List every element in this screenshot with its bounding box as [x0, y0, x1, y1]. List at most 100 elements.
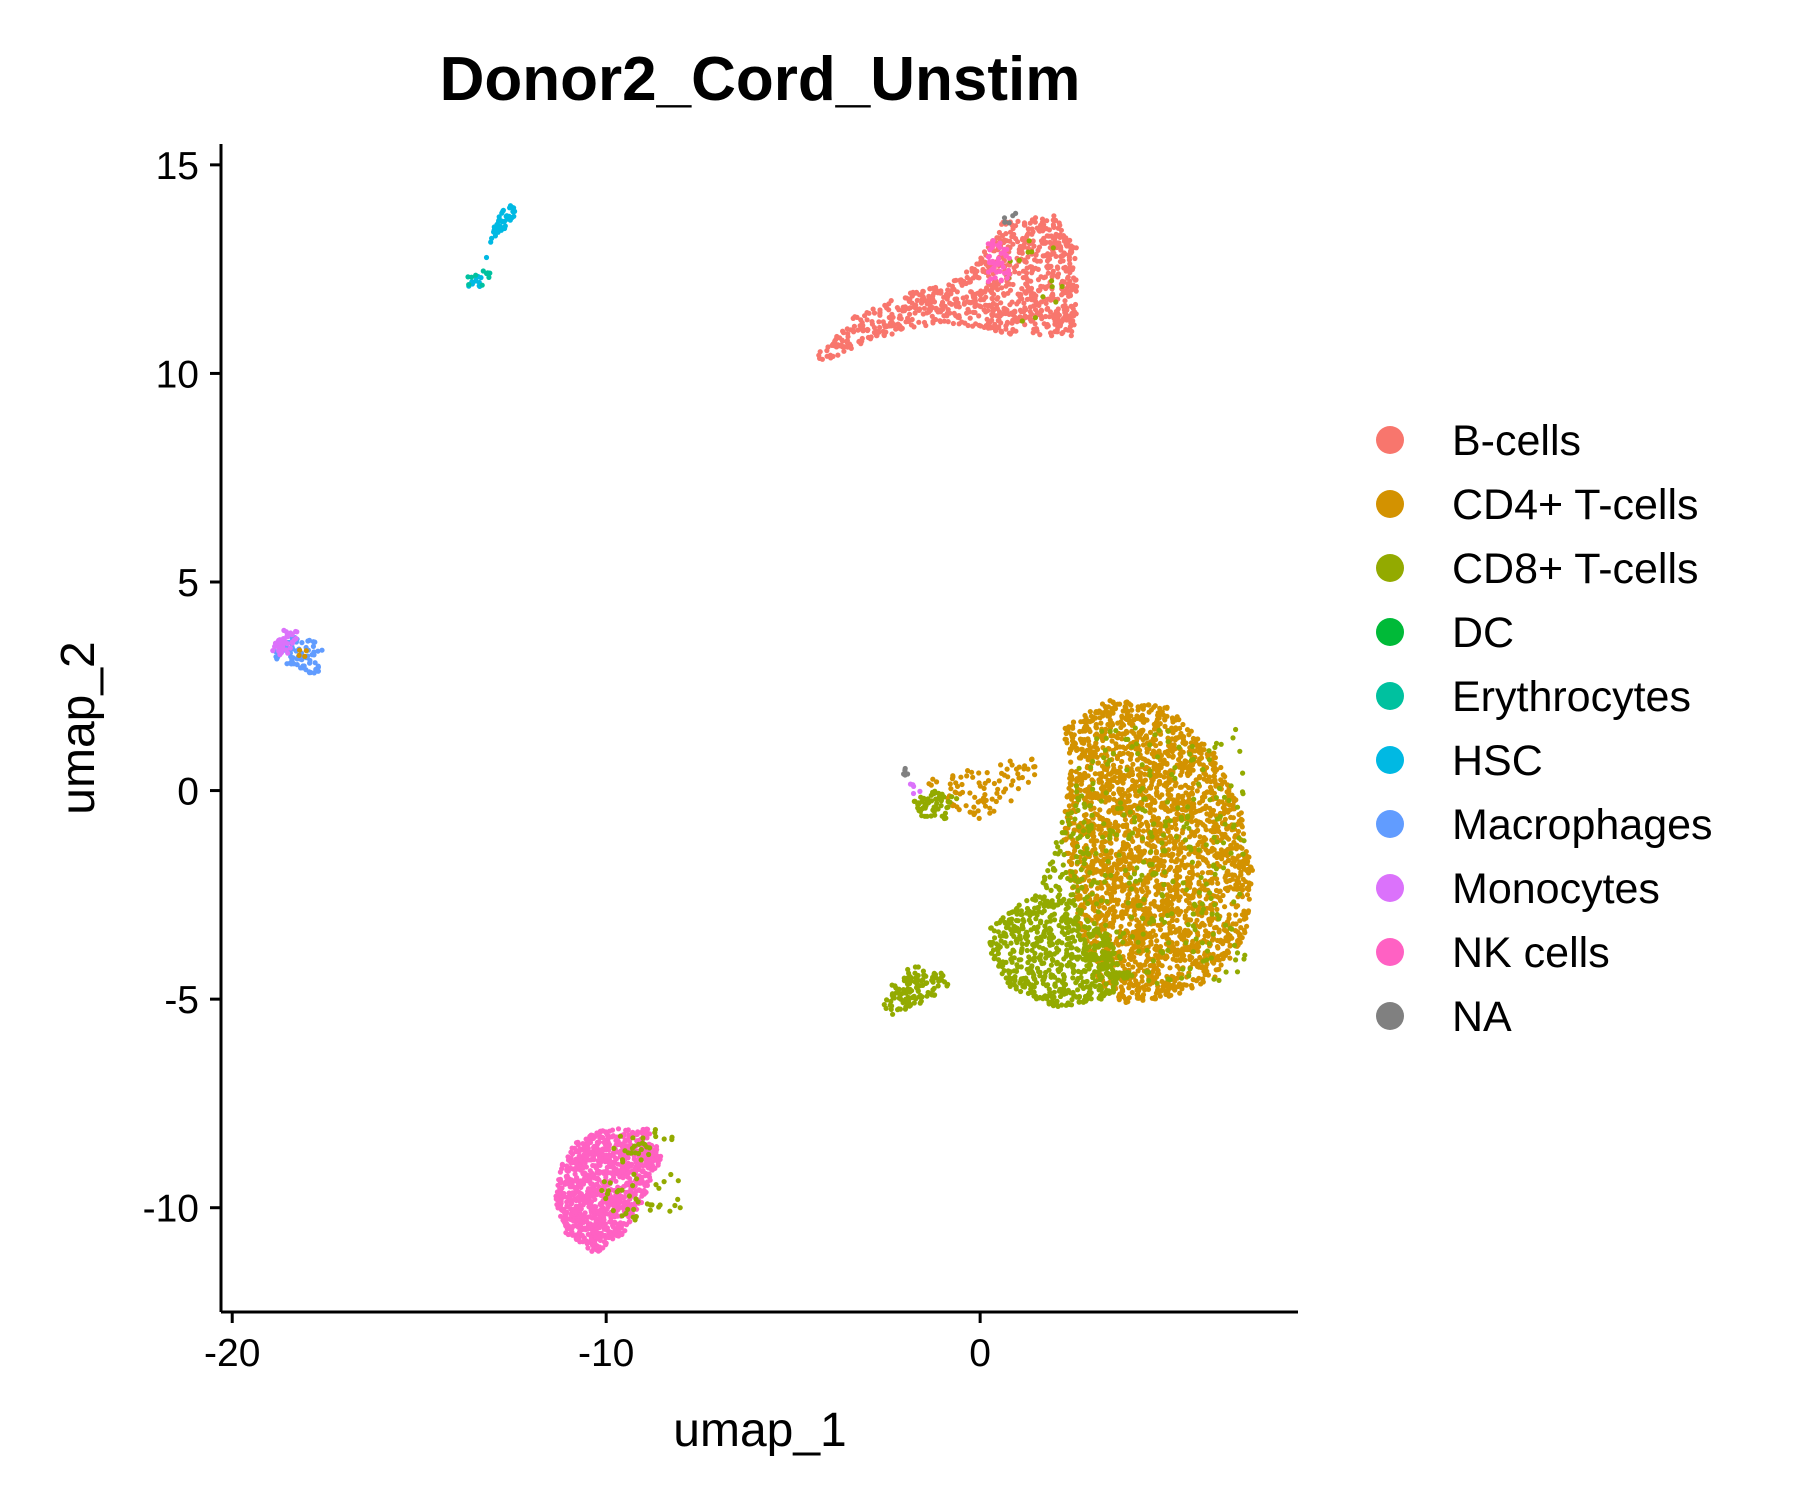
- point-nk-cells: [986, 253, 993, 259]
- point-b-cells: [1007, 287, 1014, 293]
- point-cd4-t-cells: [1205, 850, 1211, 856]
- point-hsc: [495, 225, 501, 231]
- point-cd8-t-cells: [1087, 991, 1093, 998]
- point-cd4-t-cells: [1238, 925, 1244, 931]
- point-na: [1001, 215, 1008, 221]
- point-cd4-t-cells: [1144, 822, 1150, 828]
- point-cd8-t-cells: [1084, 978, 1090, 985]
- point-b-cells: [1058, 227, 1064, 233]
- point-cd8-t-cells: [1136, 948, 1142, 954]
- point-cd8-t-cells: [1034, 905, 1040, 911]
- point-cd4-t-cells: [969, 769, 975, 775]
- point-cd4-t-cells: [1128, 702, 1134, 708]
- point-cd8-t-cells: [1114, 962, 1121, 968]
- point-cd8-t-cells: [1049, 284, 1055, 290]
- point-cd8-t-cells: [904, 997, 910, 1003]
- point-cd8-t-cells: [1050, 867, 1057, 873]
- point-cd4-t-cells: [1198, 820, 1204, 826]
- point-cd4-t-cells: [1096, 777, 1102, 783]
- point-cd4-t-cells: [1162, 956, 1169, 962]
- point-cd8-t-cells: [1107, 835, 1113, 841]
- point-b-cells: [1067, 293, 1074, 299]
- point-cd4-t-cells: [1093, 709, 1099, 715]
- point-b-cells: [857, 323, 863, 329]
- point-b-cells: [1045, 252, 1051, 258]
- point-cd8-t-cells: [1068, 1002, 1075, 1008]
- point-b-cells: [1068, 303, 1074, 309]
- point-b-cells: [1033, 251, 1039, 257]
- point-b-cells: [1059, 252, 1065, 259]
- point-cd8-t-cells: [1051, 911, 1057, 917]
- point-cd4-t-cells: [1137, 823, 1143, 829]
- point-b-cells: [1023, 307, 1029, 313]
- point-b-cells: [1041, 275, 1047, 281]
- point-macrophages: [312, 639, 318, 645]
- point-cd8-t-cells: [1102, 872, 1108, 879]
- point-b-cells: [851, 329, 857, 335]
- point-cd4-t-cells: [1212, 755, 1218, 761]
- point-cd4-t-cells: [1179, 845, 1185, 851]
- point-b-cells: [881, 322, 887, 328]
- point-cd4-t-cells: [1239, 845, 1245, 851]
- point-cd4-t-cells: [1169, 824, 1175, 831]
- point-cd8-t-cells: [1140, 915, 1146, 922]
- point-cd4-t-cells: [1133, 792, 1139, 799]
- point-cd8-t-cells: [1222, 821, 1228, 827]
- point-cd4-t-cells: [1082, 723, 1088, 730]
- point-cd4-t-cells: [1170, 754, 1176, 760]
- point-cd4-t-cells: [1182, 760, 1188, 766]
- point-b-cells: [1037, 332, 1043, 338]
- point-cd8-t-cells: [1204, 957, 1210, 963]
- point-cd8-t-cells: [1088, 881, 1095, 888]
- point-cd8-t-cells: [1234, 804, 1241, 810]
- point-cd4-t-cells: [1206, 774, 1212, 780]
- point-b-cells: [1057, 323, 1063, 329]
- point-cd4-t-cells: [1202, 823, 1208, 830]
- point-hsc: [473, 278, 479, 284]
- point-cd4-t-cells: [1194, 917, 1200, 923]
- point-cd4-t-cells: [1220, 892, 1226, 899]
- point-b-cells: [989, 285, 996, 292]
- point-cd4-t-cells: [1137, 777, 1143, 783]
- point-cd4-t-cells: [1129, 950, 1135, 956]
- point-cd4-t-cells: [1063, 836, 1069, 842]
- point-cd8-t-cells: [1028, 927, 1034, 933]
- point-b-cells: [902, 295, 908, 301]
- point-cd4-t-cells: [1155, 764, 1161, 770]
- point-monocytes: [285, 650, 291, 656]
- point-b-cells: [1044, 284, 1050, 290]
- point-cd4-t-cells: [297, 647, 303, 653]
- point-cd4-t-cells: [1174, 811, 1180, 817]
- point-cd8-t-cells: [1091, 946, 1098, 952]
- point-cd4-t-cells: [1091, 791, 1097, 797]
- point-b-cells: [860, 328, 866, 334]
- point-nk-cells: [988, 276, 994, 282]
- point-cd8-t-cells: [1097, 993, 1104, 999]
- point-cd4-t-cells: [1174, 941, 1180, 947]
- point-cd8-t-cells: [1142, 808, 1148, 814]
- point-nk-cells: [1001, 250, 1007, 256]
- point-b-cells: [1072, 255, 1078, 262]
- point-cd4-t-cells: [1152, 996, 1159, 1002]
- point-b-cells: [1050, 235, 1056, 241]
- point-b-cells: [899, 325, 905, 331]
- point-cd4-t-cells: [1082, 775, 1088, 781]
- point-b-cells: [1067, 324, 1073, 330]
- point-b-cells: [1031, 243, 1037, 249]
- point-b-cells: [1003, 323, 1009, 329]
- point-cd4-t-cells: [948, 786, 954, 792]
- point-cd4-t-cells: [987, 810, 993, 816]
- point-cd8-t-cells: [1073, 915, 1079, 921]
- point-cd4-t-cells: [930, 776, 936, 782]
- point-cd8-t-cells: [896, 1006, 902, 1012]
- point-cd4-t-cells: [1066, 724, 1072, 730]
- point-cd4-t-cells: [1150, 760, 1157, 767]
- point-b-cells: [1069, 249, 1075, 255]
- point-b-cells: [1040, 253, 1046, 259]
- point-b-cells: [937, 307, 943, 313]
- point-cd8-t-cells: [1147, 772, 1153, 779]
- point-cd8-t-cells: [1045, 868, 1051, 874]
- point-cd4-t-cells: [1233, 882, 1239, 888]
- point-cd8-t-cells: [1021, 981, 1028, 988]
- point-cd8-t-cells: [1230, 735, 1236, 741]
